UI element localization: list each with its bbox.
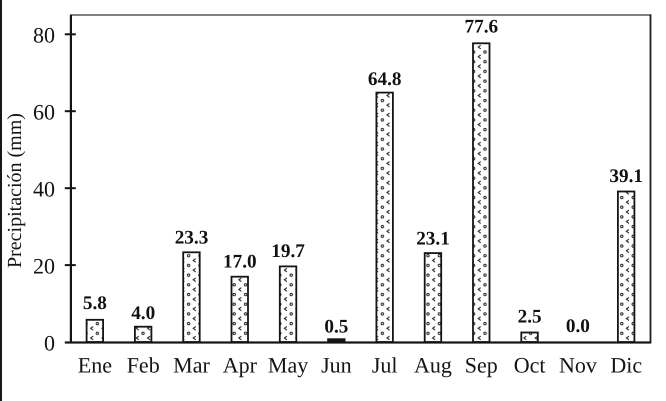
svg-text:Jun: Jun xyxy=(321,353,352,378)
svg-text:Aug: Aug xyxy=(414,353,452,378)
svg-text:Dic: Dic xyxy=(610,353,642,378)
svg-text:0: 0 xyxy=(44,330,55,355)
svg-text:Precipitación (mm): Precipitación (mm) xyxy=(4,113,26,268)
svg-text:23.1: 23.1 xyxy=(416,229,450,250)
svg-text:23.3: 23.3 xyxy=(175,227,209,248)
svg-text:17.0: 17.0 xyxy=(223,252,257,273)
svg-text:Oct: Oct xyxy=(514,353,546,378)
svg-text:80: 80 xyxy=(33,22,55,47)
svg-text:20: 20 xyxy=(33,253,55,278)
svg-text:64.8: 64.8 xyxy=(368,69,402,90)
svg-text:77.6: 77.6 xyxy=(465,17,499,38)
svg-text:40: 40 xyxy=(33,176,55,201)
svg-text:0.0: 0.0 xyxy=(566,316,590,337)
svg-text:Sep: Sep xyxy=(465,353,498,378)
svg-text:4.0: 4.0 xyxy=(131,303,155,324)
svg-text:Jul: Jul xyxy=(372,353,398,378)
svg-text:19.7: 19.7 xyxy=(271,241,305,262)
svg-text:Feb: Feb xyxy=(127,353,160,378)
svg-text:5.8: 5.8 xyxy=(83,293,107,314)
svg-text:0.5: 0.5 xyxy=(324,316,348,337)
svg-text:Apr: Apr xyxy=(223,353,258,378)
svg-text:May: May xyxy=(268,353,308,378)
svg-text:Mar: Mar xyxy=(173,353,210,378)
svg-text:39.1: 39.1 xyxy=(609,166,643,187)
svg-text:60: 60 xyxy=(33,99,55,124)
svg-text:Nov: Nov xyxy=(559,353,597,378)
svg-text:Ene: Ene xyxy=(78,353,112,378)
svg-text:2.5: 2.5 xyxy=(518,306,542,327)
